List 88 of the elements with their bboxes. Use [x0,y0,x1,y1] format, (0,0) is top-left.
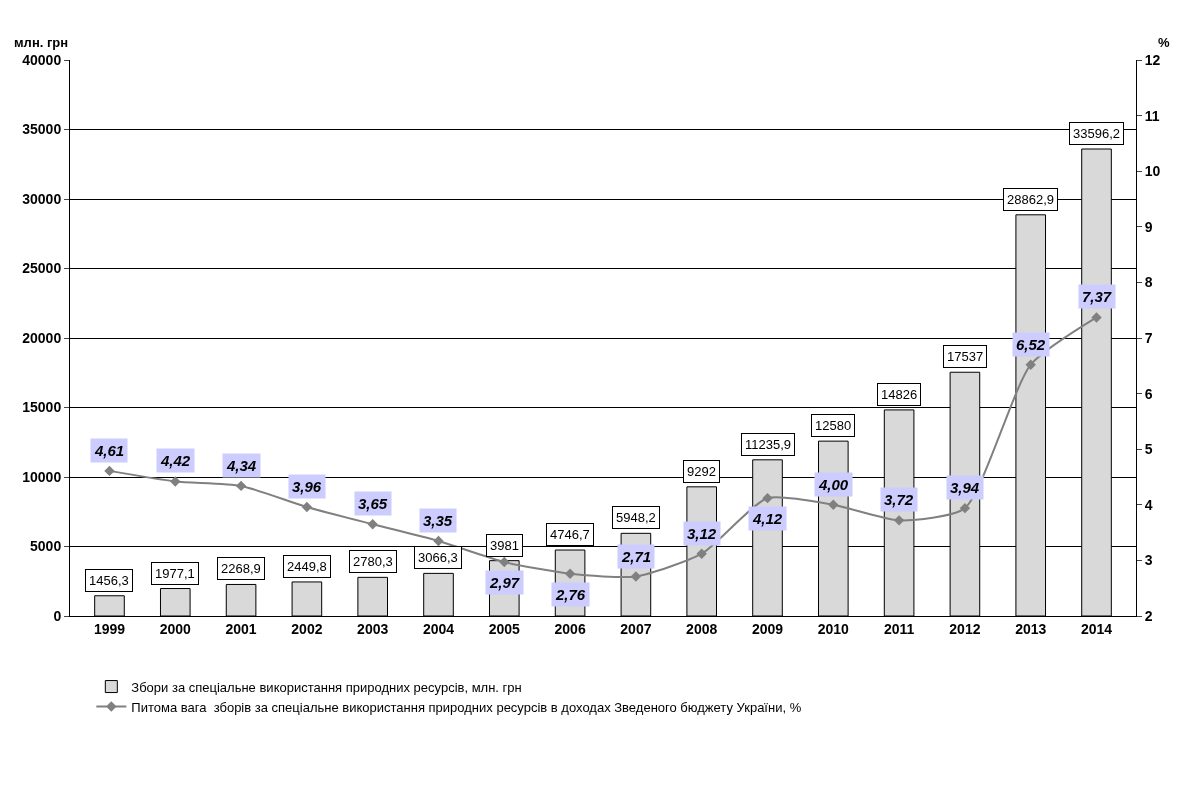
y-tick-label: 15000 [22,399,62,416]
x-tick-label: 2014 [1080,620,1113,637]
y2-axis-title: % [1158,35,1170,50]
x-tick-label: 2006 [554,620,586,637]
x-tick-label: 2012 [949,620,981,637]
legend-label: Збори за спеціальне використання природних ресурсів, млн. грн [131,679,522,695]
legend-label: Питома вага зборів за спеціальне використання природних ресурсів в доходах Зведеного бюджету України, % [131,699,802,715]
data-label: 2268,9 [221,561,261,576]
y2-tick-label: 9 [1144,218,1153,235]
data-label: 7,37 [1082,288,1112,305]
data-label: 3,65 [358,495,388,512]
point [564,568,576,579]
x-tick-label: 2013 [1015,620,1047,637]
y2-tick-label: 3 [1144,552,1153,569]
data-label: 3,94 [950,479,980,496]
y2-tick-label: 10 [1144,163,1161,180]
point [433,535,444,547]
data-label: 14826 [881,387,918,402]
y-tick-label: 10000 [22,468,62,485]
x-tick-label: 2004 [422,620,455,637]
point [301,501,313,513]
data-label: 6,52 [1016,336,1046,353]
data-label: 3,35 [423,512,453,529]
point [367,519,378,530]
point [893,515,905,526]
x-tick-label: 2002 [291,620,323,637]
point [104,465,115,477]
y2-tick-label: 5 [1144,441,1153,458]
data-label: 4,34 [226,457,257,474]
data-label: 3,72 [884,491,914,508]
data-label: 2,97 [489,574,520,591]
y-tick-label: 40000 [22,51,62,68]
data-label: 4746,7 [550,527,590,542]
y2-tick-label: 12 [1144,51,1161,68]
data-label: 1977,1 [155,566,195,581]
point [762,492,773,504]
data-label: 11235,9 [745,437,792,452]
data-label: 2780,3 [353,554,393,569]
data-label: 5948,2 [616,510,656,525]
x-tick-label: 2005 [488,620,521,637]
y-tick-label: 35000 [22,121,62,138]
point [499,556,510,568]
y2-tick-label: 7 [1144,329,1153,346]
y2-tick-label: 4 [1144,496,1153,513]
y-tick-label: 20000 [22,329,62,346]
data-label: 4,12 [752,510,783,527]
y2-tick-label: 8 [1144,274,1153,291]
x-tick-label: 2010 [817,620,850,637]
y2-tick-label: 6 [1144,385,1153,402]
data-label: 17537 [947,349,984,364]
x-tick-label: 1999 [93,620,126,637]
data-label: 28862,9 [1007,192,1054,207]
x-tick-label: 2009 [751,620,784,637]
y-tick-label: 30000 [22,190,62,207]
point [170,476,181,487]
x-tick-label: 2011 [883,620,915,637]
data-label: 3066,3 [418,550,458,565]
data-label: 33596,2 [1073,126,1120,141]
point [235,480,247,492]
x-tick-label: 2008 [686,620,718,637]
y-tick-label: 25000 [22,260,62,277]
data-label: 4,61 [94,442,125,459]
point [1091,312,1102,323]
point [959,502,971,514]
data-label: 4,00 [818,476,849,493]
y-tick-label: 0 [53,607,62,624]
x-tick-label: 2007 [620,620,652,637]
data-label: 3,12 [687,525,717,542]
data-label: 2,76 [555,586,586,603]
data-label: 1456,3 [89,573,129,588]
y2-tick-label: 11 [1144,107,1160,124]
point [828,499,839,510]
data-label: 12580 [815,418,852,433]
data-label: 2,71 [621,548,652,565]
y-tick-label: 5000 [30,538,62,555]
x-tick-label: 2001 [225,620,257,637]
point [696,548,707,559]
data-label: 2449,8 [287,559,327,574]
data-label: 4,42 [160,452,191,469]
y-axis-title: млн. грн [14,35,69,50]
x-tick-label: 2000 [159,620,192,637]
point [1025,359,1036,370]
point [630,571,642,582]
data-label: 3,96 [292,478,322,495]
y2-tick-label: 2 [1144,607,1153,624]
data-label: 9292 [687,464,716,479]
data-label: 3981 [490,538,519,553]
x-tick-label: 2003 [357,620,389,637]
